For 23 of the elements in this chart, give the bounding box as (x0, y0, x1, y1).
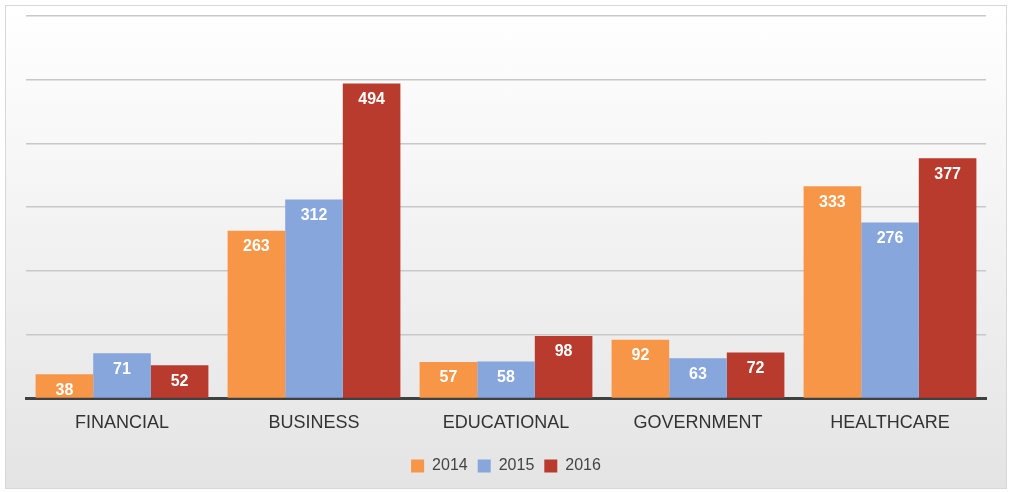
data-label: 333 (819, 192, 846, 210)
legend-label: 2015 (498, 456, 535, 474)
data-label: 63 (689, 364, 707, 382)
data-label: 38 (55, 380, 74, 398)
x-tick-label: GOVERNMENT (633, 412, 763, 433)
legend-label: 2016 (565, 456, 601, 474)
data-label: 52 (170, 371, 189, 389)
data-label: 377 (934, 164, 962, 182)
data-label: 98 (554, 342, 573, 360)
data-label: 92 (631, 346, 650, 364)
x-tick-label: FINANCIAL (74, 412, 170, 433)
data-label: 494 (358, 89, 386, 107)
x-tick-label: HEALTHCARE (830, 412, 950, 433)
data-label: 57 (439, 368, 458, 386)
legend-label: 2014 (432, 456, 468, 474)
data-label: 58 (497, 367, 515, 385)
data-label: 263 (243, 237, 270, 255)
data-label: 72 (746, 358, 765, 376)
data-label: 276 (876, 228, 904, 246)
data-label: 312 (300, 205, 328, 223)
x-tick-label: BUSINESS (268, 412, 360, 433)
x-tick-label: EDUCATIONAL (442, 412, 570, 433)
data-label: 71 (113, 359, 131, 377)
